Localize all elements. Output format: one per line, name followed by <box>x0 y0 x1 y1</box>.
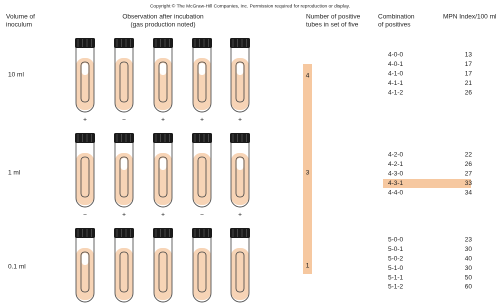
durham-tube <box>236 252 244 292</box>
test-tube <box>153 38 173 112</box>
header: (gas production noted) <box>130 22 195 29</box>
combination-code: 4-2-0 <box>388 152 404 159</box>
test-tube <box>153 228 173 302</box>
positive-count: 3 <box>306 170 310 177</box>
header: inoculum <box>6 22 32 29</box>
diagram: Copyright © The McGraw-Hill Companies, I… <box>0 0 500 307</box>
mpn-value: 60 <box>465 284 473 291</box>
test-tube <box>153 133 173 207</box>
durham-tube <box>120 62 128 102</box>
result-sign: + <box>238 117 242 124</box>
test-tube <box>75 228 95 302</box>
positive-count: 4 <box>306 73 310 80</box>
test-tube <box>230 228 250 302</box>
mpn-value: 26 <box>465 161 473 168</box>
test-tube <box>230 38 250 112</box>
positive-count: 1 <box>306 263 310 270</box>
combination-code: 4-4-0 <box>388 189 404 196</box>
header: tubes in set of five <box>306 22 359 29</box>
mpn-value: 21 <box>465 80 473 87</box>
mpn-value: 27 <box>465 171 473 178</box>
gas-bubble <box>82 253 89 265</box>
result-sign: − <box>122 117 126 124</box>
test-tube <box>114 228 134 302</box>
mpn-value: 17 <box>465 61 473 68</box>
test-tube <box>230 133 250 207</box>
header: Observation after incubation <box>122 14 204 21</box>
combination-code: 4-1-2 <box>388 89 404 96</box>
combination-code: 5-1-0 <box>388 265 404 272</box>
volume-label: 1 ml <box>8 170 21 177</box>
test-tube <box>75 38 95 112</box>
combination-code: 5-0-1 <box>388 246 404 253</box>
combination-code: 4-0-1 <box>388 61 404 68</box>
test-tube <box>75 133 95 207</box>
volume-label: 10 ml <box>8 72 24 79</box>
durham-tube <box>198 252 206 292</box>
mpn-value: 33 <box>465 180 473 187</box>
combination-code: 4-2-1 <box>388 161 404 168</box>
gas-bubble <box>121 158 128 170</box>
combination-code: 5-1-2 <box>388 284 404 291</box>
combination-code: 4-1-0 <box>388 71 404 78</box>
result-sign: − <box>83 212 87 219</box>
gas-bubble <box>237 63 244 75</box>
combination-code: 5-1-1 <box>388 274 404 281</box>
mpn-value: 30 <box>465 265 473 272</box>
mpn-value: 22 <box>465 152 473 159</box>
gas-bubble <box>160 63 167 75</box>
gas-bubble <box>199 63 206 75</box>
result-sign: + <box>161 212 165 219</box>
durham-tube <box>159 252 167 292</box>
combination-code: 5-0-0 <box>388 237 404 244</box>
combination-code: 5-0-2 <box>388 256 404 263</box>
combination-code: 4-0-0 <box>388 52 404 59</box>
test-tube <box>114 133 134 207</box>
header: of positives <box>378 22 411 29</box>
mpn-value: 23 <box>465 237 473 244</box>
durham-tube <box>198 157 206 197</box>
mpn-value: 50 <box>465 274 473 281</box>
copyright: Copyright © The McGraw-Hill Companies, I… <box>150 2 350 9</box>
combination-code: 4-1-1 <box>388 80 404 87</box>
test-tube <box>192 133 212 207</box>
result-sign: + <box>83 117 87 124</box>
mpn-value: 40 <box>465 256 473 263</box>
durham-tube <box>120 252 128 292</box>
result-sign: + <box>238 212 242 219</box>
header: Volume of <box>6 14 35 21</box>
mpn-value: 13 <box>465 52 473 59</box>
gas-bubble <box>160 158 167 170</box>
test-tube <box>192 38 212 112</box>
gas-bubble <box>237 158 244 170</box>
combination-code: 4-3-1 <box>388 180 404 187</box>
header: Combination <box>378 14 415 21</box>
gas-bubble <box>82 63 89 75</box>
durham-tube <box>81 157 89 197</box>
mpn-value: 34 <box>465 189 473 196</box>
volume-label: 0.1 ml <box>8 264 26 271</box>
mpn-value: 17 <box>465 71 473 78</box>
result-sign: + <box>122 212 126 219</box>
result-sign: − <box>200 212 204 219</box>
result-sign: + <box>200 117 204 124</box>
mpn-value: 26 <box>465 89 473 96</box>
combination-code: 4-3-0 <box>388 171 404 178</box>
result-sign: + <box>161 117 165 124</box>
header: Number of positive <box>306 14 361 21</box>
test-tube <box>114 38 134 112</box>
mpn-value: 30 <box>465 246 473 253</box>
test-tube <box>192 228 212 302</box>
header: MPN Index/100 ml <box>443 14 497 21</box>
